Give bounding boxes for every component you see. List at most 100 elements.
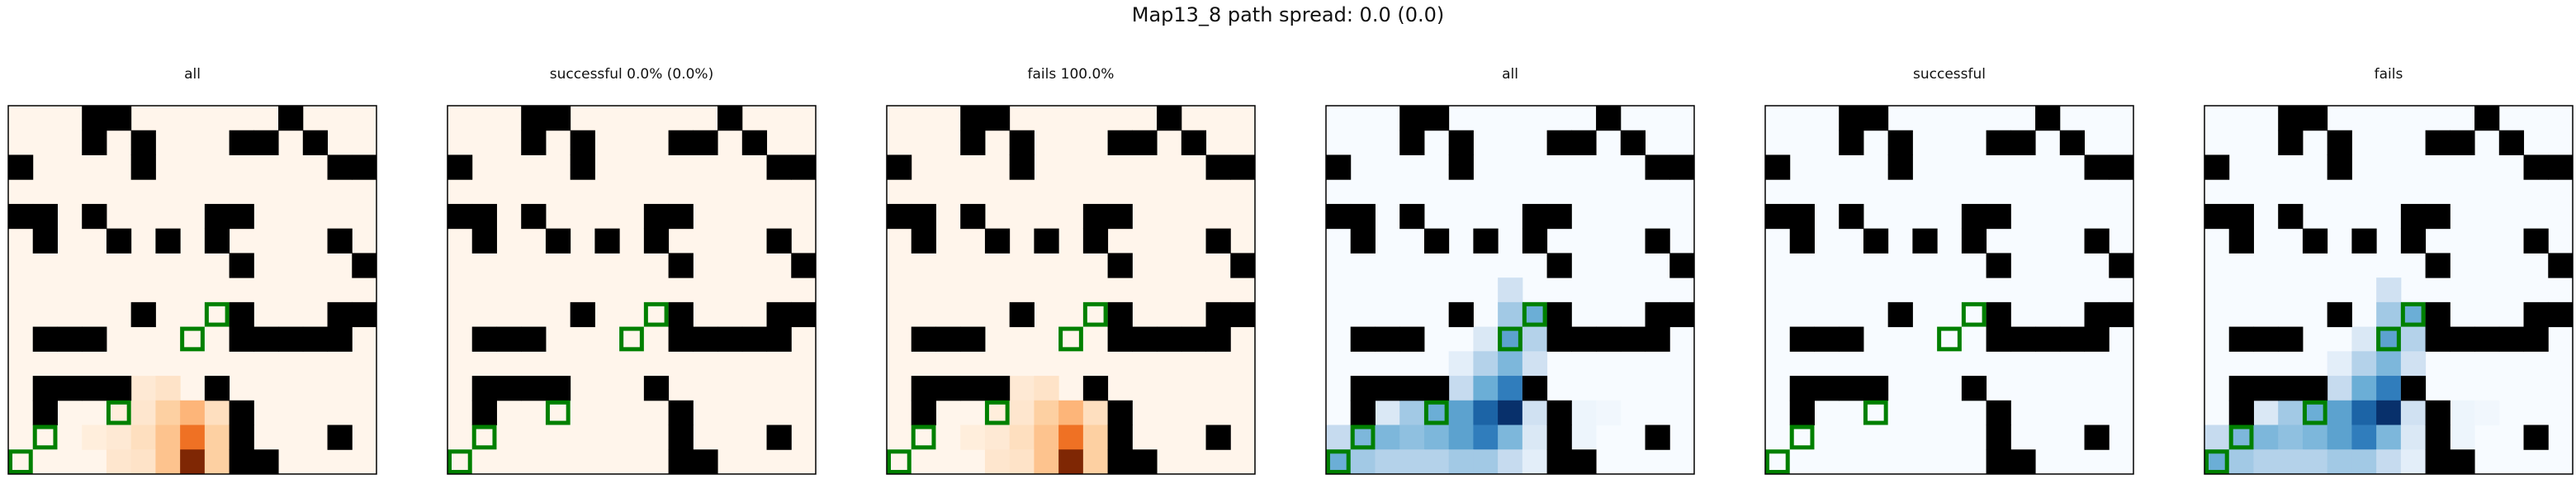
wall-cell — [791, 253, 817, 278]
goal-marker — [1350, 424, 1376, 450]
wall-cell — [106, 106, 132, 131]
heat-cell — [1034, 376, 1059, 401]
goal-marker — [1937, 326, 1962, 352]
axes-frame — [2204, 105, 2574, 475]
wall-cell — [1205, 326, 1231, 352]
wall-cell — [911, 203, 936, 230]
heat-cell — [1399, 449, 1425, 475]
goal-marker — [1863, 400, 1888, 425]
heat-cell — [2302, 424, 2328, 450]
wall-cell — [1596, 106, 1622, 131]
wall-cell — [693, 130, 718, 155]
wall-cell — [253, 326, 279, 352]
wall-cell — [2498, 130, 2525, 155]
wall-cell — [717, 326, 743, 352]
heat-cell — [1473, 400, 1499, 426]
wall-cell — [229, 253, 254, 278]
wall-cell — [1473, 228, 1499, 254]
heat-cell — [180, 424, 206, 450]
panel-title-6: fails — [2374, 66, 2403, 83]
wall-cell — [1522, 203, 1548, 230]
wall-cell — [2109, 154, 2134, 180]
goal-marker — [1789, 424, 1815, 450]
heat-cell — [1522, 400, 1548, 426]
wall-cell — [791, 154, 817, 180]
goal-marker — [619, 326, 644, 352]
wall-cell — [1205, 424, 1231, 450]
wall-cell — [1986, 449, 2011, 475]
heat-cell — [1375, 424, 1400, 450]
wall-cell — [766, 424, 792, 450]
heat-cell — [1082, 424, 1109, 450]
wall-cell — [1645, 424, 1670, 450]
heat-cell — [1498, 400, 1523, 426]
axes-frame — [1325, 105, 1695, 475]
wall-cell — [1326, 203, 1352, 230]
wall-cell — [204, 203, 230, 230]
wall-cell — [911, 376, 936, 401]
wall-cell — [911, 228, 936, 254]
wall-cell — [1863, 228, 1889, 254]
wall-cell — [1107, 449, 1133, 475]
heat-cell — [1448, 424, 1474, 450]
wall-cell — [1132, 130, 1158, 155]
wall-cell — [1669, 154, 1695, 180]
wall-cell — [82, 106, 107, 131]
goal-marker — [1961, 301, 1986, 327]
wall-cell — [1448, 301, 1474, 328]
panel-title-5: successful — [1913, 66, 1986, 83]
wall-cell — [717, 106, 743, 131]
axes-frame — [7, 105, 377, 475]
wall-cell — [1157, 326, 1182, 352]
axes-frame — [447, 105, 817, 475]
heat-cell — [2450, 424, 2475, 450]
wall-cell — [693, 449, 718, 475]
wall-cell — [1620, 326, 1646, 352]
wall-cell — [327, 228, 353, 254]
wall-cell — [766, 301, 792, 328]
wall-cell — [1082, 376, 1109, 401]
heat-cell — [2327, 424, 2352, 450]
wall-cell — [2498, 326, 2525, 352]
heat-cell — [1498, 301, 1523, 328]
wall-cell — [1645, 301, 1670, 328]
wall-cell — [496, 376, 522, 401]
wall-cell — [668, 301, 694, 328]
wall-cell — [1082, 228, 1109, 254]
wall-cell — [32, 400, 58, 426]
heat-cell — [2327, 376, 2352, 401]
wall-cell — [1986, 301, 2011, 328]
goal-marker — [2302, 400, 2327, 425]
heat-cell — [2327, 351, 2352, 377]
wall-cell — [2278, 326, 2304, 352]
wall-cell — [327, 326, 353, 352]
heat-cell — [204, 449, 230, 475]
wall-cell — [1814, 326, 1840, 352]
wall-cell — [1009, 130, 1035, 155]
heat-cell — [1009, 449, 1035, 475]
heat-cell — [1423, 449, 1450, 475]
heat-cell — [2302, 449, 2328, 475]
heat-cell — [1399, 400, 1425, 426]
wall-cell — [668, 449, 694, 475]
wall-cell — [82, 130, 107, 155]
heat-cell — [2376, 424, 2402, 450]
goal-marker — [204, 301, 230, 327]
goal-marker — [2376, 326, 2401, 352]
heat-cell — [2351, 376, 2377, 401]
wall-cell — [984, 228, 1011, 254]
wall-cell — [82, 326, 107, 352]
heat-cell — [204, 424, 230, 450]
wall-cell — [1961, 228, 1987, 254]
wall-cell — [668, 326, 694, 352]
wall-cell — [2425, 130, 2451, 155]
wall-cell — [2010, 130, 2036, 155]
wall-cell — [57, 326, 83, 352]
wall-cell — [1009, 154, 1035, 180]
wall-cell — [1205, 301, 1231, 328]
heat-cell — [106, 424, 132, 450]
heat-cell — [130, 376, 156, 401]
wall-cell — [1546, 449, 1572, 475]
